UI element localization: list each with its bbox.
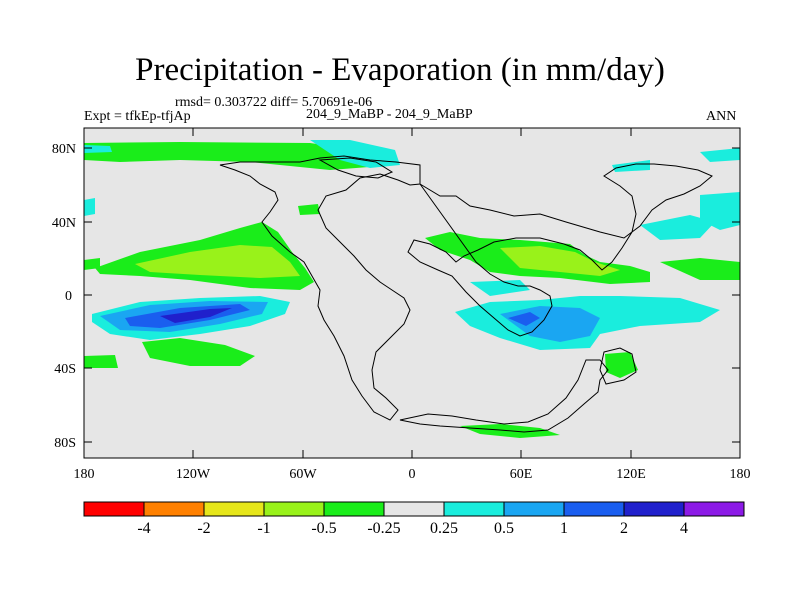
lat-tick-label: 80S xyxy=(54,436,76,451)
contour-green xyxy=(84,355,118,368)
colorbar xyxy=(83,501,745,517)
season-label: ANN xyxy=(706,109,737,124)
lat-tick-label: 40N xyxy=(52,216,76,231)
lon-tick-label: 60E xyxy=(510,467,533,482)
contour-cyan xyxy=(612,160,650,172)
colorbar-label: -0.25 xyxy=(367,520,400,537)
lat-tick-label: 40S xyxy=(54,362,76,377)
contour-fields xyxy=(84,140,740,438)
coastline-greenland xyxy=(318,157,394,179)
contour-green xyxy=(84,142,395,170)
contour-green xyxy=(142,338,255,366)
lat-tick-label: 80N xyxy=(52,142,76,157)
colorbar-label: 4 xyxy=(680,520,688,537)
coastline-australia xyxy=(599,347,637,385)
colorbar-box xyxy=(323,501,385,517)
case-label: 204_9_MaBP - 204_9_MaBP xyxy=(306,107,473,122)
lat-tick-marks xyxy=(84,147,740,443)
lon-tick-label: 180 xyxy=(74,467,95,482)
contour-cyan xyxy=(700,192,740,230)
colorbar-label: -0.5 xyxy=(311,520,336,537)
coastline-antarctica xyxy=(399,359,609,433)
colorbar-label: -2 xyxy=(197,520,210,537)
colorbar-box xyxy=(623,501,685,517)
map-background xyxy=(84,128,740,458)
colorbar-box xyxy=(563,501,625,517)
stats-label: rmsd= 0.303722 diff= 5.70691e-06 xyxy=(175,95,373,110)
lon-tick-label: 120E xyxy=(616,467,646,482)
lon-tick-label: 60W xyxy=(289,467,317,482)
colorbar-box xyxy=(203,501,265,517)
colorbar-labels: -4 -2 -1 -0.5 -0.25 0.25 0.5 1 2 4 xyxy=(137,520,688,537)
colorbar-box xyxy=(443,501,505,517)
contour-green xyxy=(660,258,740,280)
contour-light-green xyxy=(135,245,300,278)
colorbar-box xyxy=(503,501,565,517)
colorbar-label: -1 xyxy=(257,520,270,537)
lon-tick-marks xyxy=(83,128,741,458)
colorbar-label: -4 xyxy=(137,520,150,537)
colorbar-box xyxy=(683,501,745,517)
page-title: Precipitation - Evaporation (in mm/day) xyxy=(135,52,665,88)
coastlines xyxy=(219,155,713,433)
colorbar-label: 2 xyxy=(620,520,628,537)
contour-dark-blue xyxy=(160,308,232,323)
coastline-eurasia-africa xyxy=(407,163,713,337)
contour-cyan xyxy=(700,148,740,162)
contour-cyan xyxy=(84,198,95,216)
contour-green xyxy=(605,352,638,378)
lon-tick-label: 120W xyxy=(176,467,211,482)
contour-blue xyxy=(508,312,540,326)
experiment-label: Expt = tfkEp-tfjAp xyxy=(84,109,191,124)
lon-tick-label: 180 xyxy=(730,467,751,482)
contour-green xyxy=(298,204,320,215)
contour-cyan xyxy=(470,280,530,296)
contour-cyan xyxy=(84,145,112,153)
colorbar-label: 0.25 xyxy=(430,520,458,537)
colorbar-box xyxy=(383,501,445,517)
coastline-americas xyxy=(219,155,421,421)
colorbar-box xyxy=(263,501,325,517)
contour-green xyxy=(84,258,100,270)
colorbar-box xyxy=(83,501,145,517)
colorbar-label: 1 xyxy=(560,520,568,537)
lat-tick-label: 0 xyxy=(65,289,72,304)
contour-cyan xyxy=(640,215,715,240)
colorbar-label: 0.5 xyxy=(494,520,514,537)
contour-light-green xyxy=(500,246,620,276)
colorbar-box xyxy=(143,501,205,517)
lon-tick-label: 0 xyxy=(409,467,416,482)
